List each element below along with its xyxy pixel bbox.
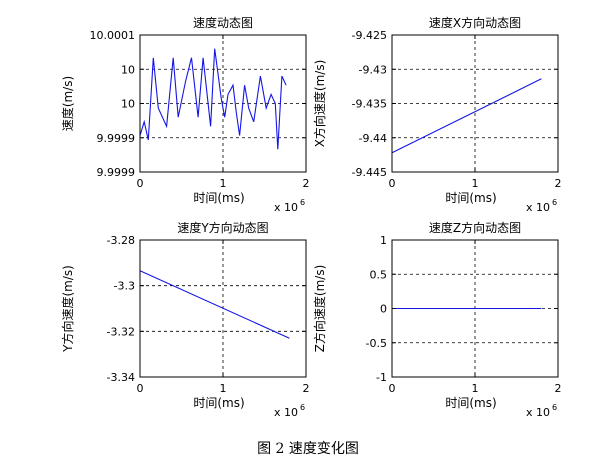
figure-caption: 图 2 速度变化图 [257,441,359,457]
chart3-y-tick-label: -3.34 [107,371,135,384]
chart4-x-exponent: 6 [552,403,557,412]
chart1-x-tick-label: 1 [220,177,227,190]
chart4-y-tick-label: 0.5 [370,268,388,281]
chart2-y-tick-label: -9.43 [359,63,387,76]
chart4-x-tick-label: 2 [555,382,562,395]
chart4-y-tick-label: -0.5 [366,337,387,350]
chart4-title: 速度Z方向动态图 [429,220,521,235]
chart1-x-tick-label: 0 [137,177,144,190]
chart2-title: 速度X方向动态图 [429,15,521,30]
chart1-x-exponent: 6 [300,198,305,207]
chart1-x-axis-label: 时间(ms) [193,191,244,205]
chart4-y-tick-label: 0 [380,303,387,316]
chart1-x-multiplier: x 10 [274,201,298,214]
chart1-title: 速度动态图 [193,15,253,30]
chart1-y-tick-label: 10 [121,63,135,76]
chart2-x-tick-label: 0 [389,177,396,190]
chart3-x-axis-label: 时间(ms) [193,396,244,410]
chart3-series-line [139,270,290,339]
chart2-y-tick-label: -9.435 [352,98,387,111]
chart3-x-tick-label: 0 [137,382,144,395]
chart2-x-multiplier: x 10 [526,201,550,214]
chart3-y-tick-label: -3.28 [107,234,135,247]
chart1-y-tick-label: 9.9999 [97,166,136,179]
chart3-x-tick-label: 2 [303,382,310,395]
chart3-x-tick-label: 1 [220,382,227,395]
chart4-x-multiplier: x 10 [526,406,550,419]
chart1-y-tick-label: 9.9999 [97,132,136,145]
chart2-y-tick-label: -9.425 [352,29,387,42]
chart1-y-tick-label: 10.0001 [90,29,136,42]
chart4-y-tick-label: -1 [376,371,387,384]
chart4-x-tick-label: 0 [389,382,396,395]
chart3-y-tick-label: -3.3 [114,280,135,293]
chart1-y-tick-label: 10 [121,98,135,111]
chart3-x-exponent: 6 [300,403,305,412]
chart2-y-tick-label: -9.445 [352,166,387,179]
chart4-y-tick-label: 1 [380,234,387,247]
chart1-series-line [139,48,287,150]
chart2-y-axis-label: X方向速度(m/s) [312,60,327,148]
chart3-y-tick-label: -3.32 [107,325,135,338]
chart1-x-tick-label: 2 [303,177,310,190]
chart1-y-axis-label: 速度(m/s) [60,76,75,131]
chart2-x-exponent: 6 [552,198,557,207]
chart4-y-axis-label: Z方向速度(m/s) [312,265,327,353]
chart4-x-axis-label: 时间(ms) [445,396,496,410]
chart4-x-tick-label: 1 [472,382,479,395]
chart2-y-tick-label: -9.44 [359,132,387,145]
chart3-title: 速度Y方向动态图 [177,220,268,235]
chart3-x-multiplier: x 10 [274,406,298,419]
chart2-x-axis-label: 时间(ms) [445,191,496,205]
chart2-x-tick-label: 2 [555,177,562,190]
chart2-panel: 0 1 2 -9.425 -9.43 -9.435 -9.44 -9.445 速度X方向动态图时… [312,15,562,214]
chart2-x-tick-label: 1 [472,177,479,190]
chart3-y-axis-label: Y方向速度(m/s) [60,265,75,353]
chart2-series-line [391,78,542,154]
